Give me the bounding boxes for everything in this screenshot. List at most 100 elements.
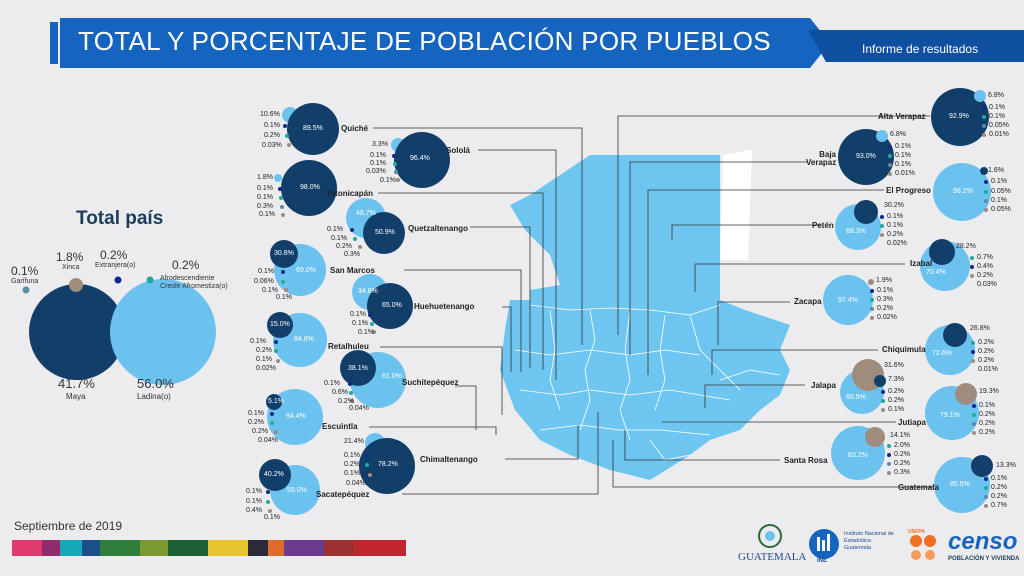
suchitepequez-label: Suchitepéquez — [402, 378, 459, 387]
altaverapaz-maya-bubble — [931, 88, 989, 146]
solola-small-3: 0.03% — [366, 168, 386, 175]
suchitepequez-dot-3 — [350, 399, 354, 403]
guatemala-maya-bubble — [971, 455, 993, 477]
chimaltenango-dot-2 — [365, 463, 369, 467]
jalapa-small-1: 0.2% — [888, 397, 904, 404]
izabal-big-pct: 70.4% — [926, 269, 946, 276]
retalhuleu-dot-2 — [274, 349, 278, 353]
total-garifuna-pct: 0.1% — [11, 264, 39, 278]
sanmarcos-small-0: 0.1% — [258, 268, 274, 275]
quiche-small-0: 10.6% — [260, 111, 280, 118]
quetzaltenango-label: Quetzaltenango — [408, 224, 469, 233]
elprogreso-small-3: 0.1% — [991, 197, 1007, 204]
solola-dot-1 — [392, 154, 396, 158]
sanmarcos-big-pct: 69.0% — [296, 267, 316, 274]
guatemala-dot-2 — [984, 486, 988, 490]
altaverapaz-dot-4 — [982, 133, 986, 137]
bajaverapaz-second-bubble — [876, 130, 888, 142]
chimaltenango-big-pct: 78.2% — [378, 461, 398, 468]
jutiapa-dot-3 — [972, 422, 976, 426]
quetzaltenango-dot-2 — [353, 237, 357, 241]
santarosa-dot-3 — [887, 462, 891, 466]
solola-maya-bubble — [394, 132, 450, 188]
chiquimula-second-pct: 26.8% — [970, 325, 990, 332]
totonicapan-dot-1 — [278, 187, 282, 191]
solola-small-1: 0.1% — [370, 152, 386, 159]
chiquimula-big-pct: 72.6% — [932, 350, 952, 357]
santarosa-small-0: 2.0% — [894, 442, 910, 449]
totonicapan-second-bubble — [274, 174, 282, 182]
sacatepequez-second-pct: 40.2% — [264, 471, 284, 478]
total-afro-bubble — [146, 276, 154, 284]
solola-dot-2 — [393, 162, 397, 166]
sanmarcos-dot-2 — [281, 280, 285, 284]
altaverapaz-dot-2 — [982, 115, 986, 119]
page-title: TOTAL Y PORCENTAJE DE POBLACIÓN POR PUEB… — [78, 26, 771, 56]
total-afro-label: Afrodescendiente Creole Afromestiza(o) — [160, 275, 228, 290]
total-ladino-pct: 56.0% — [137, 376, 174, 391]
sacatepequez-maya-bubble — [259, 459, 291, 491]
logo-censo-sub: POBLACIÓN Y VIVIENDA — [948, 556, 1020, 562]
quetzaltenango-dot-1 — [350, 228, 354, 232]
jalapa-third-pct: 7.3% — [888, 376, 904, 383]
santarosa-small-1: 0.2% — [894, 451, 910, 458]
zacapa-dot-4 — [870, 316, 874, 320]
quiche-dot-2 — [285, 134, 289, 138]
bajaverapaz-small-4: 0.01% — [895, 170, 915, 177]
zacapa-small-3: 0.2% — [877, 305, 893, 312]
bajaverapaz-maya-bubble — [838, 129, 894, 185]
altaverapaz-small-0: 6.8% — [988, 92, 1004, 99]
izabal-small-1: 0.4% — [977, 263, 993, 270]
total-xinca-pct: 1.8% — [56, 250, 84, 264]
solola-dot-4 — [396, 178, 400, 182]
santarosa-xinca-bubble — [865, 427, 885, 447]
jalapa-maya-bubble — [874, 375, 886, 387]
bajaverapaz-small-1: 0.1% — [895, 143, 911, 150]
santarosa-dot-4 — [887, 471, 891, 475]
jutiapa-small-2: 0.2% — [979, 420, 995, 427]
chimaltenango-small-0: 0.1% — [344, 452, 360, 459]
bajaverapaz-big-pct: 93.0% — [856, 153, 876, 160]
total-garifuna-label: Garífuna — [11, 278, 39, 285]
chimaltenango-maya-bubble — [359, 438, 415, 494]
escuintla-second-pct: 5.1% — [268, 398, 284, 405]
zacapa-small-4: 0.02% — [877, 314, 897, 321]
elprogreso-small-2: 0.05% — [991, 188, 1011, 195]
elprogreso-ladino-bubble — [933, 163, 991, 221]
jalapa-label: Jalapa — [811, 381, 836, 390]
escuintla-dot-1 — [270, 412, 274, 416]
suchitepequez-dot-2 — [349, 391, 353, 395]
escuintla-small-2: 0.2% — [252, 428, 268, 435]
zacapa-small-1: 0.1% — [877, 287, 893, 294]
report-subtitle: Informe de resultados — [862, 42, 979, 56]
sanmarcos-dot-3 — [284, 288, 288, 292]
escuintla-dot-3 — [274, 430, 278, 434]
quetzaltenango-big-pct: 50.9% — [375, 229, 395, 236]
santarosa-second-pct: 14.1% — [890, 432, 910, 439]
jalapa-second-pct: 31.6% — [884, 362, 904, 369]
bajaverapaz-small-0: 6.8% — [890, 131, 906, 138]
sanmarcos-small-1: 0.06% — [254, 278, 274, 285]
sacatepequez-label: Sacatepéquez — [316, 490, 370, 499]
jutiapa-dot-1 — [972, 404, 976, 408]
quetzaltenango-maya-bubble — [363, 212, 405, 254]
altaverapaz-dot-1 — [982, 106, 986, 110]
retalhuleu-big-pct: 84.6% — [294, 336, 314, 343]
sanmarcos-maya-bubble — [270, 240, 298, 268]
chiquimula-small-2: 0.2% — [978, 357, 994, 364]
santarosa-dot-2 — [887, 453, 891, 457]
peten-dot-1 — [880, 215, 884, 219]
elprogreso-dot-4 — [984, 208, 988, 212]
solola-small-4: 0.1% — [380, 177, 396, 184]
guatemala-small-1: 0.2% — [991, 484, 1007, 491]
quetzaltenango-small-2: 0.2% — [336, 243, 352, 250]
huehuetenango-small-2: 0.1% — [358, 329, 374, 336]
jalapa-dot-1 — [881, 390, 885, 394]
totonicapan-dot-3 — [280, 205, 284, 209]
guatemala-small-0: 0.1% — [991, 475, 1007, 482]
izabal-small-2: 0.2% — [977, 272, 993, 279]
jalapa-small-2: 0.1% — [888, 406, 904, 413]
quiche-big-pct: 89.5% — [303, 125, 323, 132]
total-xinca-bubble — [69, 278, 83, 292]
huehuetenango-dot-2 — [370, 322, 374, 326]
